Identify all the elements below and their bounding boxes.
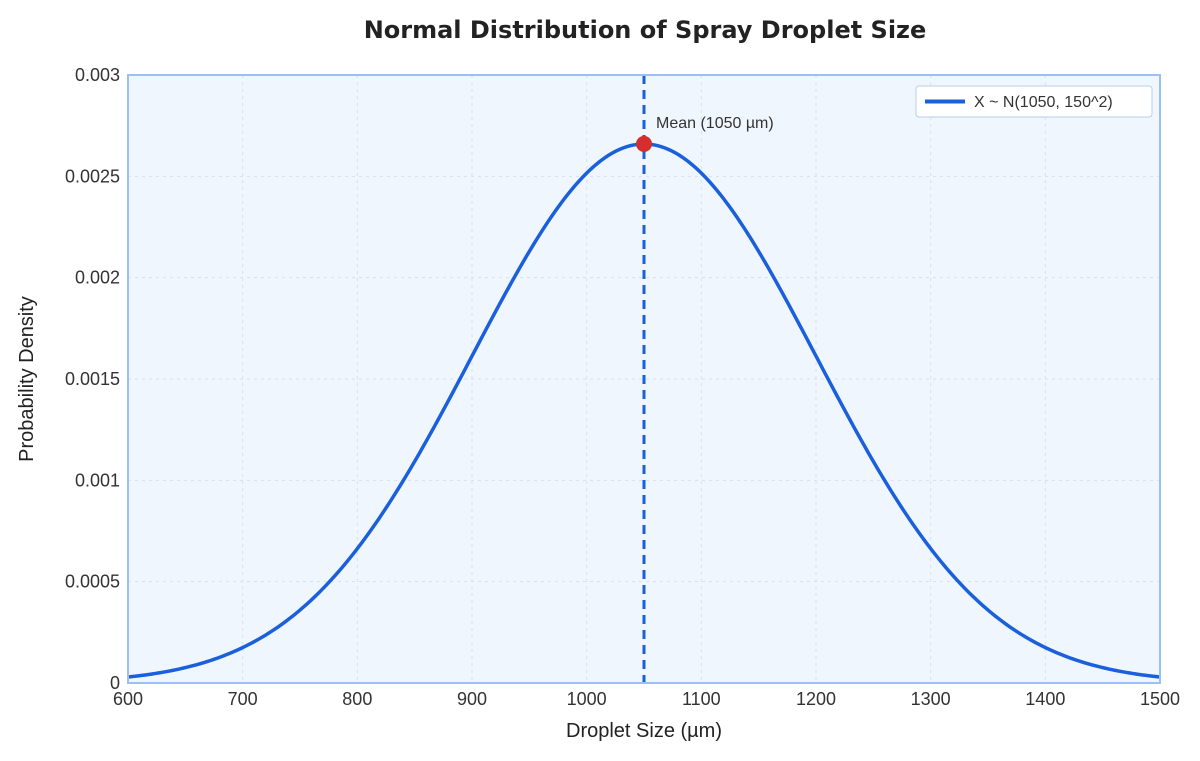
chart-title: Normal Distribution of Spray Droplet Siz… — [364, 16, 927, 44]
y-tick-label: 0 — [110, 673, 120, 693]
legend-label: X ~ N(1050, 150^2) — [974, 94, 1113, 111]
x-tick-label: 1000 — [567, 689, 607, 709]
x-tick-label: 900 — [457, 689, 487, 709]
x-tick-label: 1400 — [1025, 689, 1065, 709]
x-axis-label: Droplet Size (µm) — [566, 720, 722, 742]
x-axis: 600 700 800 900 1000 1100 1200 1300 1400 1500 — [113, 689, 1180, 709]
x-tick-label: 1500 — [1140, 689, 1180, 709]
y-tick-label: 0.0005 — [65, 572, 120, 592]
x-tick-label: 700 — [228, 689, 258, 709]
legend: X ~ N(1050, 150^2) — [915, 85, 1153, 118]
mean-point — [636, 135, 652, 152]
x-tick-label: 1300 — [911, 689, 951, 709]
y-tick-label: 0.003 — [75, 65, 120, 85]
x-tick-label: 1100 — [682, 689, 721, 709]
x-tick-label: 600 — [113, 689, 143, 709]
y-tick-label: 0.001 — [75, 470, 120, 490]
y-axis-label: Probability Density — [16, 296, 38, 462]
y-tick-label: 0.0015 — [65, 369, 120, 389]
y-axis: 0 0.0005 0.001 0.0015 0.002 0.0025 0.003 — [65, 65, 120, 693]
legend-box — [915, 85, 1153, 118]
plot-frame — [127, 74, 1161, 684]
x-tick-label: 1200 — [796, 689, 836, 709]
mean-annotation: Mean (1050 µm) — [656, 115, 774, 132]
grid — [128, 75, 1160, 683]
x-tick-label: 800 — [342, 689, 372, 709]
y-tick-label: 0.002 — [75, 268, 120, 288]
y-tick-label: 0.0025 — [65, 166, 120, 186]
